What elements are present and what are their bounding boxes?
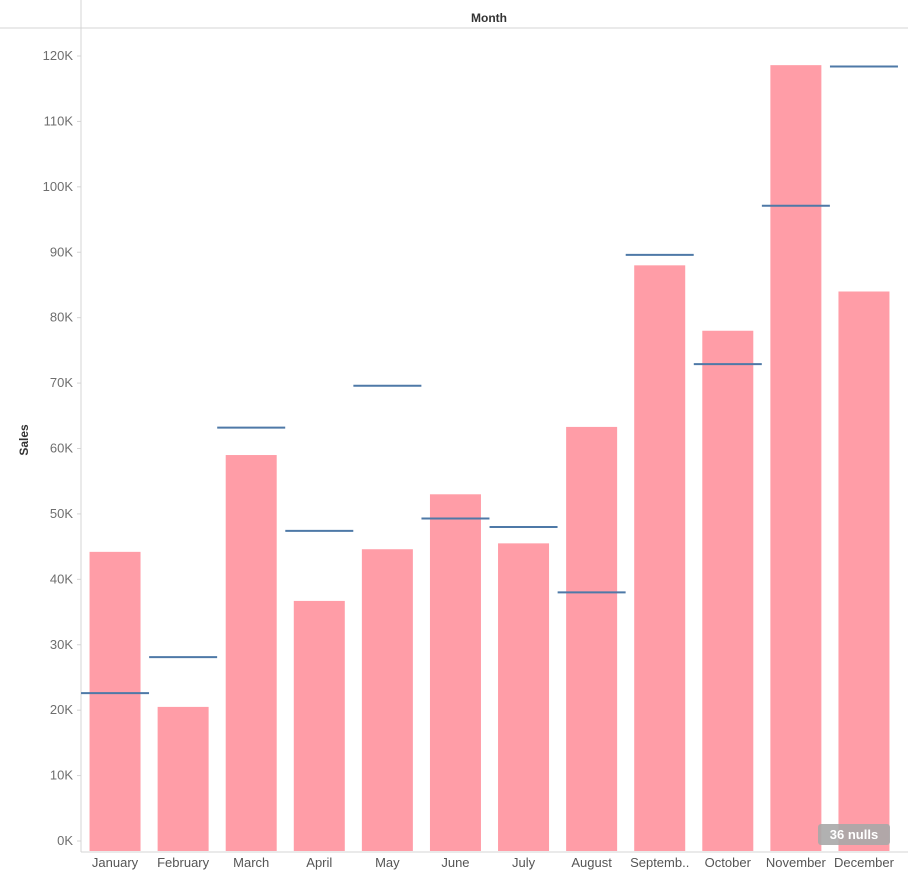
- y-tick-label: 30K: [50, 637, 73, 652]
- bar-septemb: [634, 265, 686, 851]
- x-axis-labels: January February March April May June July Augu…: [92, 855, 895, 870]
- bar-august: [566, 426, 618, 851]
- null-indicator-background: [818, 824, 890, 845]
- x-tick-label: May: [375, 855, 400, 870]
- x-tick-label: January: [92, 855, 139, 870]
- x-tick-label: March: [233, 855, 269, 870]
- bar-june: [429, 494, 481, 851]
- y-tick-label: 60K: [50, 441, 73, 456]
- bar-february: [157, 706, 209, 851]
- x-tick-label: November: [766, 855, 827, 870]
- bar-november: [770, 65, 822, 852]
- y-tick-label: 10K: [50, 768, 73, 783]
- x-tick-label: April: [306, 855, 332, 870]
- bar-december: [838, 291, 890, 851]
- null-indicator-text: 36 nulls: [830, 827, 878, 842]
- bar-january: [89, 551, 141, 851]
- y-tick-label: 80K: [50, 310, 73, 325]
- y-axis-ticks: 0K 10K 20K 30K 40K 50K 60K 70K 80K 90K 100K 110K 120…: [43, 48, 81, 848]
- x-tick-label: June: [441, 855, 469, 870]
- bar-april: [293, 600, 345, 851]
- null-indicator-badge[interactable]: 36 nulls: [818, 824, 890, 845]
- x-tick-label: October: [705, 855, 752, 870]
- sales-bars: [89, 65, 890, 852]
- y-tick-label: 20K: [50, 702, 73, 717]
- column-header-title: Month: [471, 11, 507, 25]
- x-tick-label: July: [512, 855, 536, 870]
- x-tick-label: December: [834, 855, 895, 870]
- y-tick-label: 70K: [50, 375, 73, 390]
- y-tick-label: 90K: [50, 244, 73, 259]
- x-tick-label: February: [157, 855, 210, 870]
- y-tick-label: 100K: [43, 179, 74, 194]
- y-tick-label: 110K: [44, 113, 74, 128]
- bar-march: [225, 455, 277, 851]
- y-tick-label: 40K: [50, 571, 73, 586]
- y-tick-label: 0K: [57, 833, 73, 848]
- bar-october: [702, 330, 754, 851]
- y-tick-label: 50K: [50, 506, 73, 521]
- y-tick-label: 120K: [43, 48, 74, 63]
- reference-lines: [81, 65, 898, 695]
- x-tick-label: August: [571, 855, 612, 870]
- x-tick-label: Septemb..: [630, 855, 689, 870]
- bar-may: [361, 549, 413, 851]
- bar-july: [498, 543, 550, 851]
- y-axis-title: Sales: [17, 424, 31, 456]
